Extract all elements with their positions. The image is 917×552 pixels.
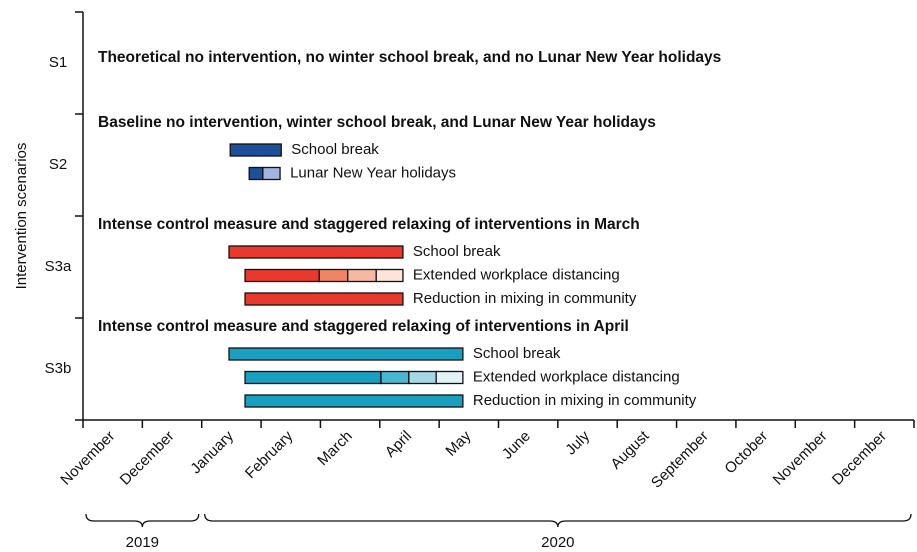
bar-label: Lunar New Year holidays [290,164,456,181]
bar-segment [228,245,404,259]
x-tick-label: November [57,428,118,489]
bar-segment [408,370,437,385]
y-axis-label: Intervention scenarios [13,143,30,290]
bar-label: Extended workplace distancing [473,368,680,385]
year-brace [204,513,912,528]
x-tick-label: December [829,428,890,489]
scenario-label: S2 [49,156,67,173]
bar-segment [248,166,264,181]
bar-segment [380,370,410,385]
x-tick-label: October [721,428,771,478]
x-tick-label: September [648,428,712,492]
x-tick-label: July [562,427,593,458]
bar-segment [347,268,377,283]
scenario-title: Baseline no intervention, winter school … [98,114,656,131]
x-tick-label: February [242,427,297,482]
bar-label: Reduction in mixing in community [473,392,697,409]
scenario-label: S3b [45,360,72,377]
bar-label: School break [473,345,561,362]
bar-label: School break [291,141,379,158]
scenario-label: S1 [49,54,67,71]
bar-segment [318,268,349,283]
bar-label: Reduction in mixing in community [413,290,637,307]
x-tick-label: April [382,428,415,461]
bar-segment [244,370,382,385]
scenario-title: Intense control measure and staggered re… [98,216,640,233]
bar-segment [229,143,282,157]
scenario-title: Theoretical no intervention, no winter s… [98,49,721,66]
year-brace [85,513,200,528]
year-label: 2019 [126,534,159,551]
bar-segment [244,292,404,306]
x-tick-label: August [607,427,653,473]
bar-label: School break [413,243,501,260]
x-tick-label: December [117,428,178,489]
bar-segment [228,347,464,361]
scenario-title: Intense control measure and staggered re… [98,318,629,335]
x-tick-label: November [770,428,831,489]
x-tick-label: May [442,427,474,459]
bar-label: Extended workplace distancing [413,266,620,283]
scenario-label: S3a [45,258,72,275]
x-tick-label: January [187,427,237,477]
year-label: 2020 [541,534,574,551]
bar-segment [375,268,404,283]
bar-segment [435,370,464,385]
x-tick-label: June [499,428,534,463]
bar-segment [244,268,320,283]
x-tick-label: March [314,428,355,469]
bar-segment [262,166,281,181]
bar-segment [244,394,464,408]
